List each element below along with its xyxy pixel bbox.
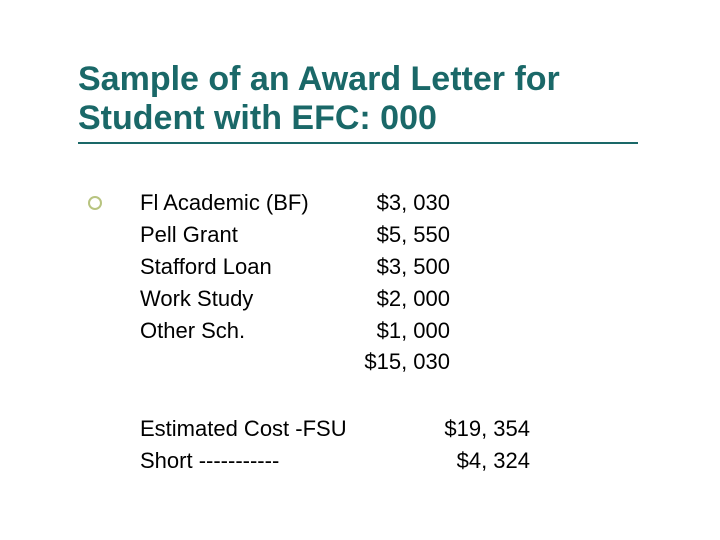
- award-row: Fl Academic (BF) $3, 030: [140, 187, 450, 219]
- award-total-amount: $15, 030: [350, 346, 450, 378]
- summary-row: Short ----------- $4, 324: [140, 445, 530, 477]
- award-row: Pell Grant $5, 550: [140, 219, 450, 251]
- award-total-row: $15, 030: [140, 346, 450, 378]
- slide-title: Sample of an Award Letter for Student wi…: [78, 60, 560, 138]
- summary-row: Estimated Cost -FSU $19, 354: [140, 413, 530, 445]
- award-amount: $1, 000: [350, 315, 450, 347]
- award-label: Stafford Loan: [140, 251, 350, 283]
- title-line-1: Sample of an Award Letter for: [78, 60, 560, 98]
- award-amount: $5, 550: [350, 219, 450, 251]
- summary-block: Estimated Cost -FSU $19, 354 Short -----…: [140, 413, 530, 477]
- award-label: Other Sch.: [140, 315, 350, 347]
- award-total-spacer: [140, 346, 350, 378]
- award-amount: $2, 000: [350, 283, 450, 315]
- summary-label: Short -----------: [140, 445, 430, 477]
- bullet-icon: [88, 196, 102, 210]
- award-label: Pell Grant: [140, 219, 350, 251]
- award-amount: $3, 030: [350, 187, 450, 219]
- summary-amount: $19, 354: [430, 413, 530, 445]
- award-amount: $3, 500: [350, 251, 450, 283]
- summary-amount: $4, 324: [430, 445, 530, 477]
- award-row: Stafford Loan $3, 500: [140, 251, 450, 283]
- title-underline: [78, 142, 638, 144]
- award-row: Other Sch. $1, 000: [140, 315, 450, 347]
- award-label: Fl Academic (BF): [140, 187, 350, 219]
- title-line-2: Student with EFC: 000: [78, 99, 437, 137]
- summary-label: Estimated Cost -FSU: [140, 413, 430, 445]
- award-row: Work Study $2, 000: [140, 283, 450, 315]
- award-label: Work Study: [140, 283, 350, 315]
- award-list: Fl Academic (BF) $3, 030 Pell Grant $5, …: [140, 187, 450, 378]
